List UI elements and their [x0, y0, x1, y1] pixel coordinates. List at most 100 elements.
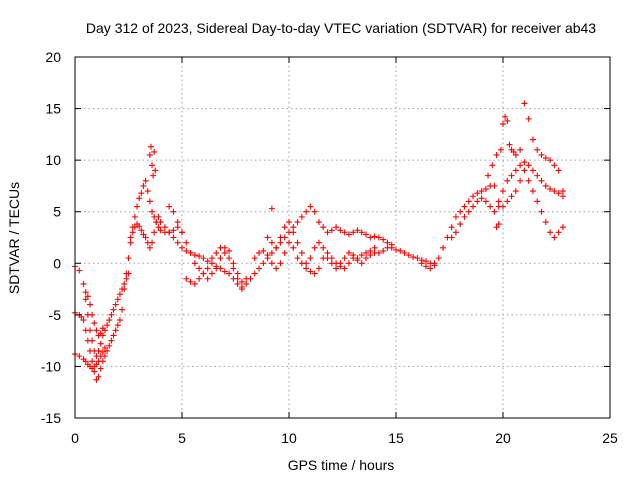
data-point: [542, 182, 549, 189]
data-point: [502, 113, 509, 120]
data-point: [547, 229, 554, 236]
data-point: [155, 224, 162, 231]
data-point: [363, 249, 370, 256]
series-trace-d: [82, 289, 106, 339]
data-point: [170, 227, 177, 234]
data-point: [140, 231, 147, 238]
series-trace-s: [493, 221, 502, 231]
data-point: [217, 255, 224, 262]
data-point: [547, 186, 554, 193]
data-point: [328, 255, 335, 262]
data-point: [204, 258, 211, 265]
data-point: [106, 342, 113, 349]
grid: [75, 57, 610, 418]
data-point: [200, 270, 207, 277]
data-point: [517, 162, 524, 169]
data-point: [427, 265, 434, 272]
data-point: [529, 188, 536, 195]
data-point: [405, 252, 412, 259]
data-point: [491, 208, 498, 215]
data-point: [452, 213, 459, 220]
data-point: [320, 255, 327, 262]
data-point: [187, 249, 194, 256]
data-point: [147, 143, 154, 150]
series-trace-q: [495, 159, 566, 205]
data-point: [268, 205, 275, 212]
data-point: [86, 327, 93, 334]
data-point: [529, 136, 536, 143]
data-point: [234, 275, 241, 282]
data-point: [529, 167, 536, 174]
data-point: [230, 260, 237, 267]
data-point: [234, 270, 241, 277]
data-point: [555, 167, 562, 174]
data-point: [123, 275, 130, 282]
data-point: [470, 203, 477, 210]
data-point: [221, 249, 228, 256]
data-point: [542, 155, 549, 162]
data-point: [493, 151, 500, 158]
data-point: [495, 221, 502, 228]
x-axis-label: GPS time / hours: [288, 457, 395, 473]
data-point: [93, 327, 100, 334]
data-point: [213, 249, 220, 256]
data-point: [264, 234, 271, 241]
data-point: [95, 347, 102, 354]
data-point: [478, 188, 485, 195]
data-point: [136, 223, 143, 230]
data-point: [97, 365, 104, 372]
data-point: [493, 224, 500, 231]
data-point: [478, 195, 485, 202]
data-point: [333, 224, 340, 231]
data-point: [161, 224, 168, 231]
data-point: [521, 159, 528, 166]
data-point: [457, 208, 464, 215]
y-tick-label: 10: [45, 152, 61, 168]
data-point: [517, 177, 524, 184]
data-point: [116, 291, 123, 298]
data-point: [333, 265, 340, 272]
data-point: [110, 306, 117, 313]
data-point: [461, 203, 468, 210]
data-point: [264, 252, 271, 259]
data-point: [80, 317, 87, 324]
data-point: [95, 358, 102, 365]
plot-frame: [74, 56, 611, 419]
data-point: [367, 252, 374, 259]
data-point: [191, 280, 198, 287]
data-point: [324, 229, 331, 236]
data-point: [149, 239, 156, 246]
data-point: [551, 162, 558, 169]
data-point: [277, 234, 284, 241]
data-point: [497, 146, 504, 153]
data-point: [138, 227, 145, 234]
data-point: [89, 337, 96, 344]
series-trace-a: [72, 177, 185, 383]
data-point: [294, 219, 301, 226]
data-point: [187, 278, 194, 285]
data-point: [290, 244, 297, 251]
data-point: [281, 224, 288, 231]
data-point: [119, 286, 126, 293]
data-point: [99, 348, 106, 355]
data-point: [538, 177, 545, 184]
data-point: [358, 260, 365, 267]
data-point: [418, 260, 425, 267]
data-point: [179, 229, 185, 236]
data-point: [208, 260, 215, 267]
data-point: [457, 221, 464, 228]
data-point: [127, 239, 134, 246]
data-point: [97, 340, 104, 347]
data-point: [204, 265, 211, 272]
data-point: [99, 325, 106, 332]
data-point: [380, 247, 387, 254]
data-point: [221, 268, 228, 275]
data-point: [157, 219, 164, 226]
data-point: [106, 317, 113, 324]
data-point: [281, 249, 288, 256]
data-point: [448, 234, 455, 241]
data-point: [311, 208, 318, 215]
data-point: [333, 260, 340, 267]
data-point: [303, 260, 310, 267]
data-point: [435, 255, 442, 262]
